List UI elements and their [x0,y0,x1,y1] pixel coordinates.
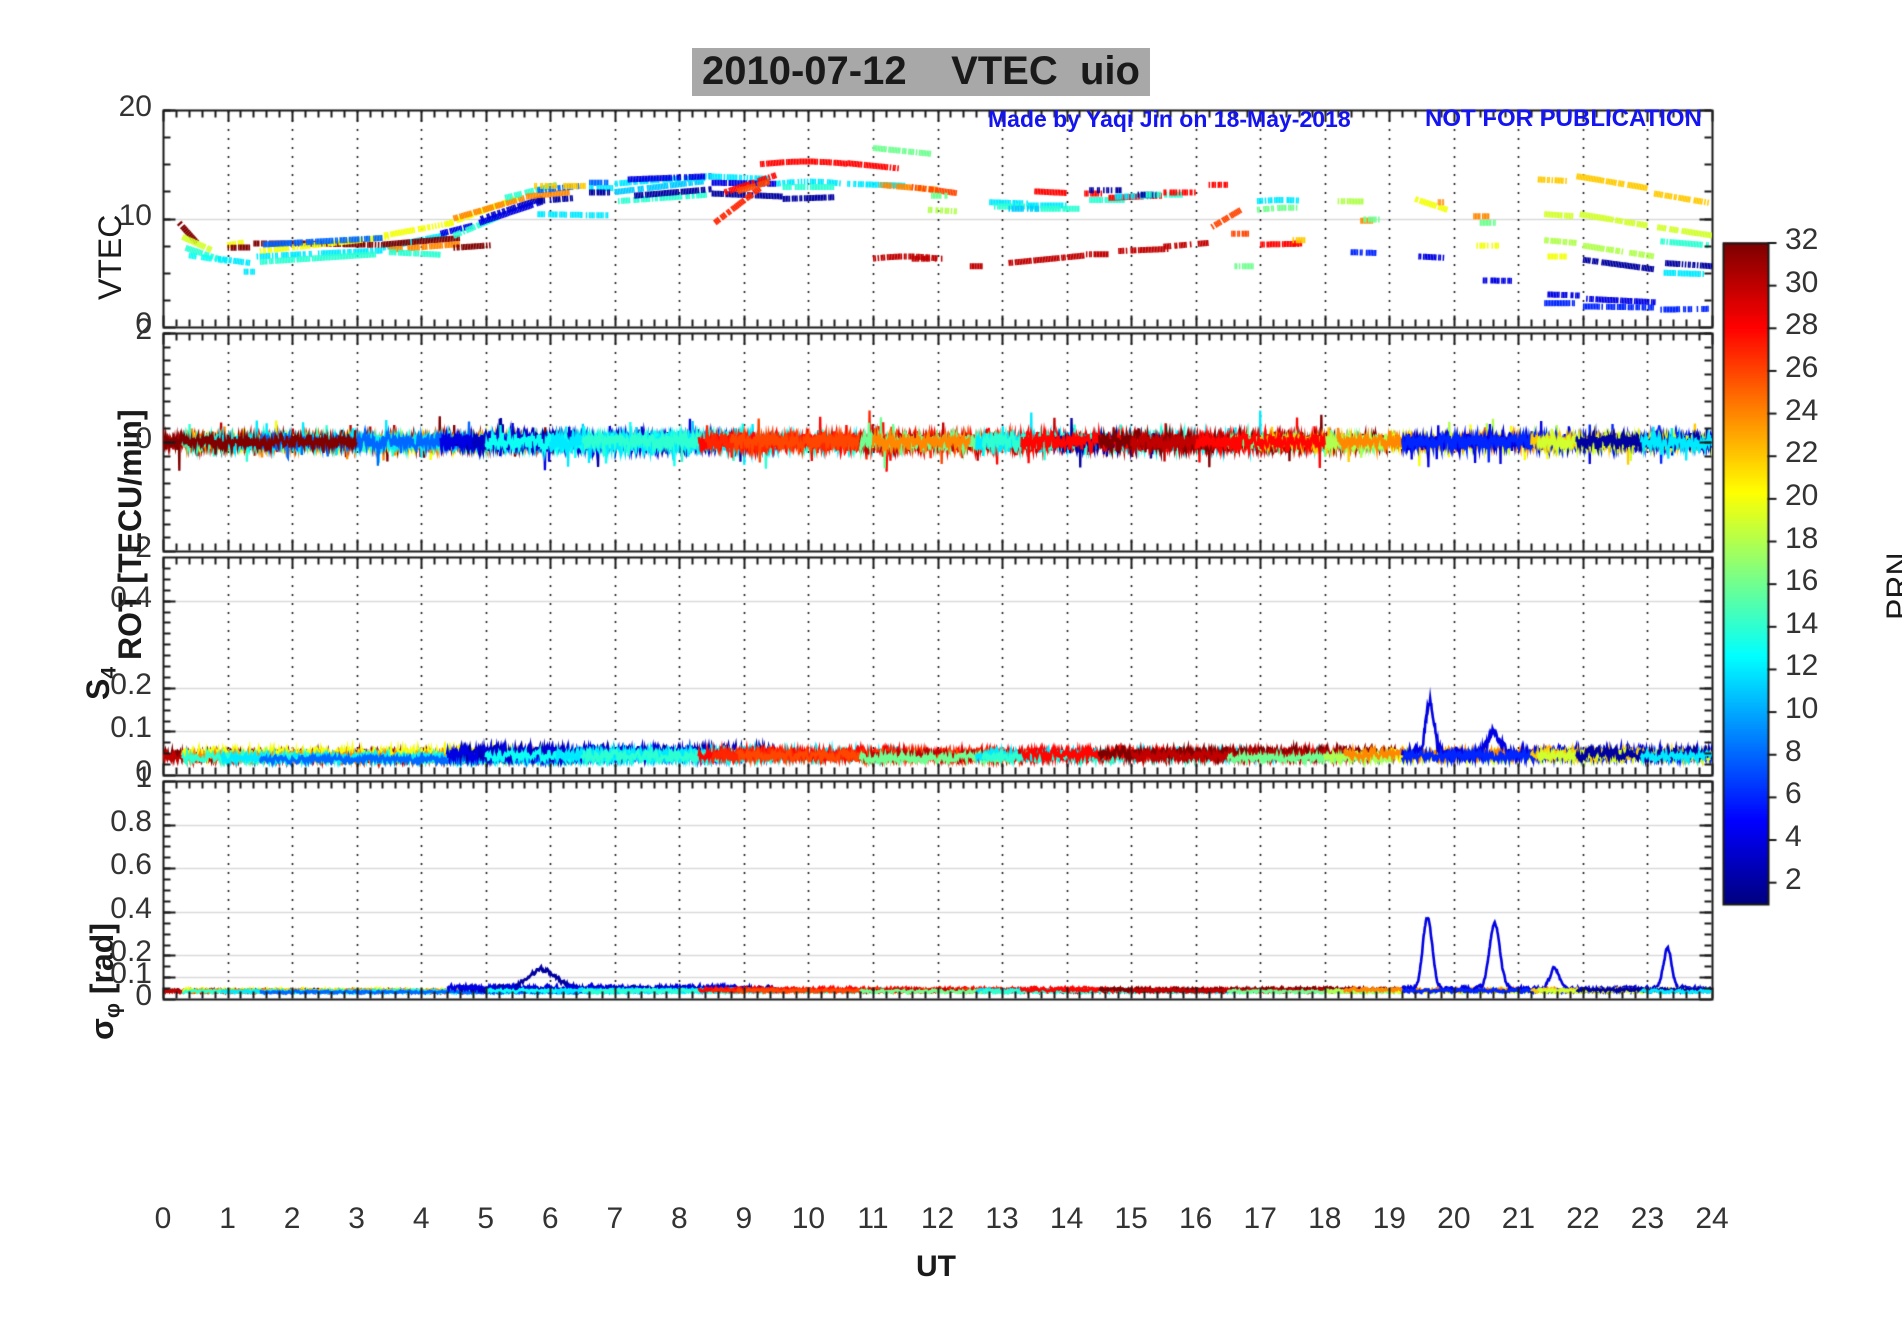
xtick-label-21: 21 [1501,1202,1536,1235]
colorbar-tick-18: 18 [1785,521,1819,555]
ytick-label-sig-0p6: 0.6 [110,848,152,882]
xtick-label-14: 14 [1049,1202,1084,1235]
xtick-label-7: 7 [606,1202,624,1235]
xtick-label-17: 17 [1243,1202,1277,1235]
ytick-label-sig-0p2: 0.2 [110,935,152,969]
colorbar-tick-20: 20 [1785,478,1819,512]
xtick-label-10: 10 [791,1202,826,1235]
ytick-label-sig-0p8: 0.8 [110,804,152,838]
credit-annotation: Made by Yaqi Jin on 18-May-2018 [988,106,1351,132]
xtick-label-11: 11 [857,1202,889,1235]
xtick-label-4: 4 [412,1202,430,1235]
ytick-label-rot-0: 0 [135,422,152,455]
colorbar-tick-12: 12 [1785,649,1819,683]
ytick-label-vtec-10: 10 [118,198,152,232]
ytick-label-vtec-0: 0 [135,307,152,340]
xtick-label-2: 2 [283,1202,301,1235]
ytick-label-rot-neg2: -2 [125,531,152,564]
xtick-label-22: 22 [1566,1202,1600,1235]
xtick-label-23: 23 [1630,1202,1665,1235]
ytick-label-rot-2: 2 [135,313,152,346]
xtick-label-16: 16 [1178,1202,1213,1235]
colorbar-tick-26: 26 [1785,350,1819,384]
colorbar-tick-16: 16 [1785,564,1819,598]
watermark-not-for-publication: NOT FOR PUBLICATION [1425,105,1702,132]
axis-label-ut: UT [916,1250,956,1283]
ytick-label-sig-0p4: 0.4 [110,891,152,925]
colorbar-tick-22: 22 [1785,436,1819,470]
xtick-label-6: 6 [541,1202,559,1235]
xtick-label-9: 9 [735,1202,753,1235]
ytick-label-sig-1: 1 [135,761,152,794]
xtick-label-12: 12 [920,1202,955,1235]
colorbar-tick-8: 8 [1785,734,1802,768]
colorbar-tick-30: 30 [1785,265,1819,299]
ytick-label-sig-0p1: 0.1 [110,957,152,991]
xtick-label-1: 1 [219,1202,236,1235]
ytick-label-s4-0p1: 0.1 [110,711,152,745]
colorbar-tick-2: 2 [1785,862,1802,896]
axis-label-sigma-symbol: σ [84,1018,120,1040]
xtick-label-18: 18 [1308,1202,1342,1235]
colorbar-label-prn: PRN [1880,552,1902,620]
ytick-label-s4-0p4: 0.4 [110,580,152,614]
colorbar-tick-32: 32 [1785,223,1819,256]
xtick-label-3: 3 [348,1202,365,1235]
xtick-label-5: 5 [477,1202,495,1235]
colorbar-tick-4: 4 [1785,820,1802,854]
colorbar-tick-24: 24 [1785,393,1819,427]
colorbar-tick-6: 6 [1785,777,1802,811]
xtick-label-20: 20 [1437,1202,1471,1235]
xtick-label-24: 24 [1695,1202,1729,1235]
xtick-label-0: 0 [154,1202,172,1235]
ytick-label-s4-0: 0 [135,755,152,788]
page-title: 2010-07-12 VTEC uio [692,48,1150,96]
xtick-label-13: 13 [985,1202,1019,1235]
colorbar-tick-14: 14 [1785,606,1819,640]
ytick-label-vtec-20: 20 [118,90,152,123]
colorbar-tick-28: 28 [1785,308,1819,342]
xtick-label-8: 8 [670,1202,688,1235]
ytick-label-sig-0: 0 [135,979,152,1012]
colorbar-tick-10: 10 [1785,692,1819,726]
xtick-label-19: 19 [1372,1202,1406,1235]
ytick-label-s4-0p2: 0.2 [110,667,152,701]
xtick-label-15: 15 [1114,1202,1148,1235]
